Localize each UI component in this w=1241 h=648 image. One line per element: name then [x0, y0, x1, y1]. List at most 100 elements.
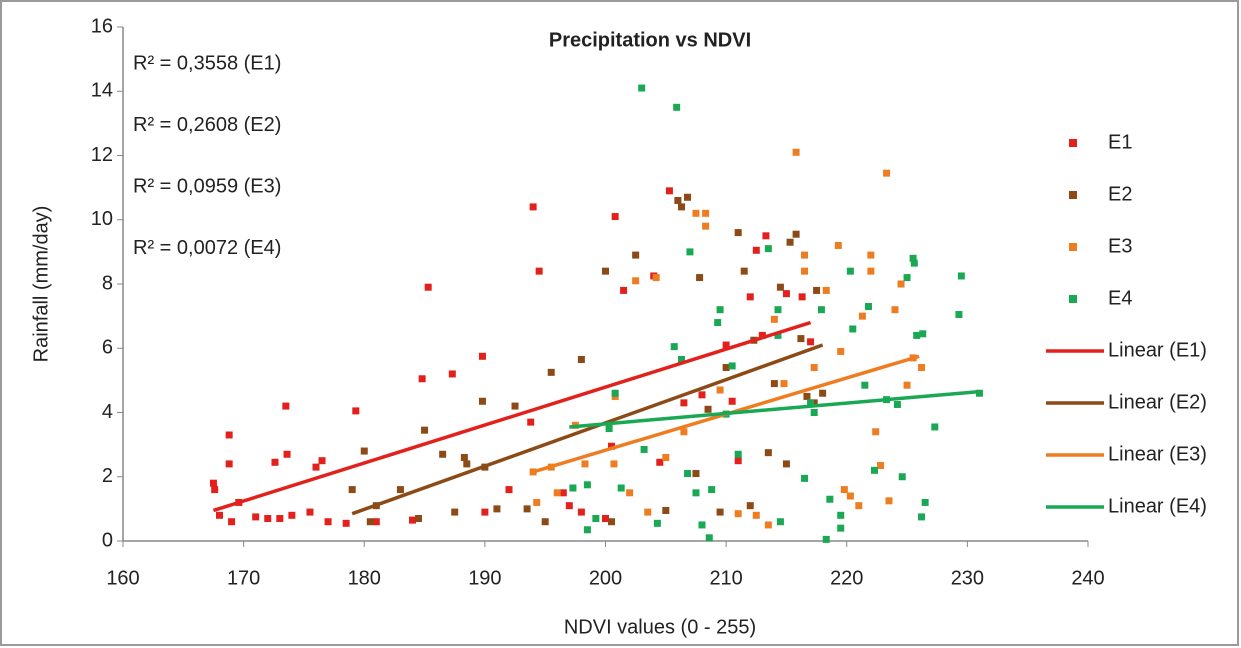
scatter-point	[692, 470, 700, 478]
scatter-point	[855, 502, 863, 510]
scatter-point	[288, 511, 296, 519]
scatter-point	[409, 516, 416, 524]
scatter-point	[360, 447, 368, 455]
scatter-point	[448, 370, 456, 378]
scatter-point	[228, 518, 236, 526]
scatter-point	[782, 460, 790, 468]
scatter-point	[684, 470, 692, 478]
scatter-point	[698, 521, 706, 529]
scatter-point	[478, 352, 486, 360]
r-squared-label: R² = 0,0959 (E3)	[133, 175, 281, 197]
scatter-point	[861, 381, 869, 389]
legend-label: Linear (E4)	[1108, 495, 1207, 517]
scatter-point	[318, 457, 326, 465]
scatter-point	[837, 511, 845, 519]
x-axis-title: NDVI values (0 - 255)	[564, 616, 756, 638]
scatter-point	[451, 508, 459, 516]
scatter-point	[632, 277, 640, 285]
scatter-point	[372, 518, 380, 526]
scatter-point	[523, 505, 531, 513]
scatter-point	[801, 267, 809, 275]
scatter-point	[611, 213, 619, 221]
scatter-point	[872, 428, 880, 436]
scatter-point	[792, 230, 800, 238]
scatter-point	[348, 486, 356, 494]
scatter-point	[283, 450, 291, 458]
scatter-point	[891, 306, 899, 314]
scatter-point	[734, 457, 742, 465]
scatter-point	[665, 187, 673, 195]
scatter-point	[439, 450, 447, 458]
r-squared-label: R² = 0,3558 (E1)	[133, 52, 281, 74]
y-tick-label: 12	[91, 144, 113, 166]
scatter-point	[877, 462, 885, 470]
scatter-point	[565, 502, 573, 510]
legend-label: E1	[1108, 131, 1132, 153]
scatter-point	[583, 526, 591, 534]
scatter-point	[632, 251, 640, 259]
scatter-point	[306, 508, 314, 516]
scatter-point	[898, 473, 906, 481]
scatter-point	[870, 466, 878, 474]
scatter-point	[955, 311, 963, 319]
scatter-point	[424, 283, 432, 291]
scatter-point	[734, 450, 742, 458]
x-tick-label: 220	[830, 567, 863, 589]
scatter-point	[698, 391, 706, 399]
y-tick-label: 6	[102, 337, 113, 359]
scatter-point	[702, 209, 710, 217]
scatter-point	[529, 203, 537, 211]
scatter-point	[918, 364, 926, 372]
scatter-point	[282, 402, 290, 410]
scatter-point	[716, 386, 724, 394]
scatter-point	[533, 498, 541, 506]
x-tick-label: 160	[106, 567, 139, 589]
scatter-point	[674, 196, 682, 204]
scatter-point	[858, 312, 866, 320]
scatter-point	[396, 486, 404, 494]
scatter-point	[716, 508, 724, 516]
scatter-point	[511, 402, 519, 410]
chart-title: Precipitation vs NDVI	[549, 29, 751, 51]
r-squared-label: R² = 0,2608 (E2)	[133, 114, 281, 136]
scatter-point	[774, 306, 782, 314]
scatter-point	[692, 489, 700, 497]
scatter-point	[216, 511, 223, 519]
scatter-point	[786, 238, 794, 246]
scatter-point	[774, 331, 782, 339]
legend-marker	[1069, 295, 1077, 303]
scatter-point	[559, 489, 567, 497]
scatter-point	[801, 474, 809, 482]
scatter-point	[505, 486, 513, 494]
scatter-point	[846, 492, 854, 500]
y-tick-label: 8	[102, 272, 113, 294]
scatter-point	[312, 463, 320, 471]
legend-marker	[1069, 243, 1077, 251]
scatter-point	[734, 229, 742, 237]
scatter-point	[728, 397, 736, 405]
scatter-point	[276, 515, 284, 523]
scatter-point	[569, 484, 577, 492]
legend-label: E4	[1108, 287, 1132, 309]
trend-line	[351, 343, 824, 516]
scatter-point	[656, 458, 664, 466]
scatter-point	[764, 245, 772, 253]
scatter-point	[801, 251, 809, 259]
x-tick-label: 180	[348, 567, 381, 589]
y-tick-label: 14	[91, 80, 113, 102]
scatter-point	[680, 428, 688, 436]
scatter-point	[421, 426, 429, 434]
scatter-point	[826, 495, 834, 503]
legend-marker	[1069, 191, 1077, 199]
legend-label: Linear (E2)	[1108, 391, 1207, 413]
scatter-point	[673, 103, 681, 111]
scatter-point	[644, 508, 652, 516]
scatter-point	[608, 518, 616, 526]
scatter-point	[415, 515, 423, 523]
scatter-point	[209, 479, 217, 487]
scatter-point	[822, 535, 830, 543]
scatter-point	[696, 274, 704, 282]
scatter-point	[626, 489, 634, 497]
scatter-point	[897, 280, 905, 288]
